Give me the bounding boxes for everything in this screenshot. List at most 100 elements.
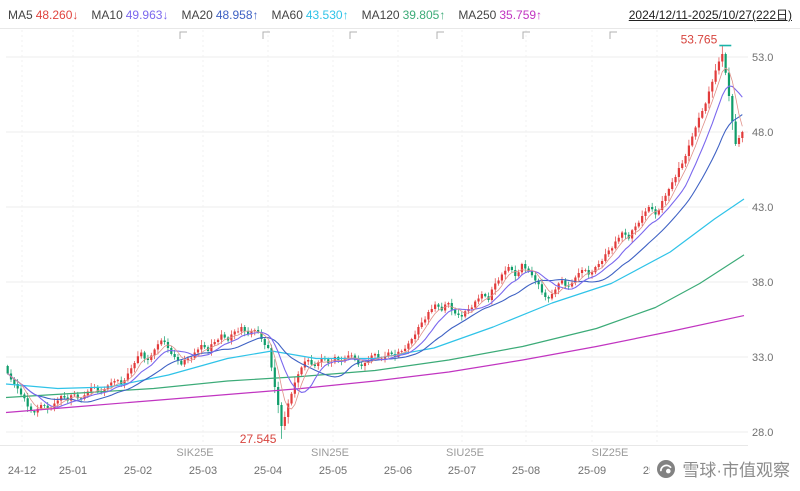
candle-body xyxy=(320,358,323,363)
candle-body xyxy=(534,275,537,281)
ma-legend-item: MA120 39.805↑ xyxy=(362,8,446,22)
candle-body xyxy=(464,311,467,317)
candle-body xyxy=(641,216,644,223)
candle-body xyxy=(90,387,93,392)
candle-body xyxy=(687,145,691,156)
ma-legend-label: MA5 xyxy=(8,8,33,22)
candle-body xyxy=(517,272,520,276)
candle-body xyxy=(677,168,680,177)
candle-body xyxy=(347,355,350,358)
candle-body xyxy=(360,364,363,366)
candle-body xyxy=(56,400,59,404)
candle-body xyxy=(600,261,604,264)
ma-legend-value: 49.963↓ xyxy=(125,8,169,22)
ma5-line xyxy=(7,67,743,410)
candle-body xyxy=(634,226,637,231)
candle-body xyxy=(664,195,667,201)
candle-body xyxy=(580,270,584,273)
candle-body xyxy=(26,398,29,407)
candle-body xyxy=(126,373,129,381)
candle-body xyxy=(570,282,574,287)
candle-body xyxy=(667,189,670,196)
ma-legend: MA5 48.260↓ MA10 49.963↓ MA20 48.958↑ MA60 43.5… xyxy=(8,5,555,25)
candle-body xyxy=(83,395,86,399)
candle-body xyxy=(450,303,453,310)
candle-body xyxy=(36,408,39,413)
candle-body xyxy=(390,352,393,354)
candle-body xyxy=(480,294,483,299)
candle-body xyxy=(39,405,43,409)
candle-body xyxy=(624,232,627,235)
candle-body xyxy=(213,342,216,345)
candle-body xyxy=(216,339,220,342)
y-axis-label: 48.0 xyxy=(752,127,773,139)
candle-body xyxy=(671,182,674,189)
candle-body xyxy=(514,270,517,276)
low-annotation: 27.545 xyxy=(240,432,277,446)
x-axis-label: 25-07 xyxy=(448,465,476,477)
candle-body xyxy=(417,327,420,335)
candle-body xyxy=(410,339,413,344)
candle-body xyxy=(647,207,650,212)
candle-body xyxy=(490,289,493,300)
date-range[interactable]: 2024/12/11-2025/10/27(222日) xyxy=(628,8,792,22)
candle-body xyxy=(434,304,437,309)
ma20-line xyxy=(7,114,743,403)
candle-body xyxy=(377,354,380,359)
candle-body xyxy=(160,340,163,345)
candle-body xyxy=(537,280,540,285)
ma250-line xyxy=(5,315,745,414)
contract-label: SIK25E xyxy=(176,447,213,459)
candle-body xyxy=(33,411,36,413)
candle-body xyxy=(474,301,477,308)
candle-body xyxy=(236,331,240,333)
candle-body xyxy=(540,284,544,293)
candle-body xyxy=(684,156,687,164)
candle-body xyxy=(280,405,283,426)
candle-body xyxy=(103,389,106,392)
annotations: 53.765 27.545 xyxy=(240,33,732,446)
x-axis-label: 25-04 xyxy=(254,465,282,477)
candle-body xyxy=(287,403,290,417)
candle-body xyxy=(477,298,480,302)
candle-body xyxy=(243,327,246,332)
candle-body xyxy=(260,332,263,339)
candle-body xyxy=(43,405,46,406)
candle-body xyxy=(367,360,370,363)
candle-body xyxy=(657,210,660,215)
candle-body xyxy=(113,381,116,383)
candle-body xyxy=(59,396,63,401)
candle-body xyxy=(413,334,417,339)
candle-body xyxy=(267,345,270,348)
candle-body xyxy=(327,359,330,363)
candle-body xyxy=(437,304,440,307)
candle-body xyxy=(387,352,390,357)
ma-legend-label: MA250 xyxy=(458,8,497,22)
candle-body xyxy=(123,380,126,384)
candle-body xyxy=(661,201,664,210)
roll-marker-icon xyxy=(522,31,530,39)
candle-body xyxy=(310,360,313,365)
candle-body xyxy=(203,345,206,348)
candle-body xyxy=(283,417,286,426)
candle-body xyxy=(220,334,223,340)
candle-body xyxy=(317,362,320,366)
ma-legend-label: MA60 xyxy=(271,8,303,22)
x-axis-label: 25-08 xyxy=(512,465,540,477)
candle-body xyxy=(454,309,457,314)
candle-body xyxy=(423,319,427,323)
ma-legend-label: MA10 xyxy=(91,8,123,22)
x-axis-label: 25-06 xyxy=(384,465,412,477)
candle-body xyxy=(350,355,353,357)
roll-marker-icon xyxy=(262,31,270,39)
candle-body xyxy=(707,91,711,104)
candle-body xyxy=(120,380,123,384)
ma-legend-item: MA250 35.759↑ xyxy=(458,8,542,22)
candle-body xyxy=(564,280,567,286)
candle-body xyxy=(273,367,276,387)
ma-legend-label: MA20 xyxy=(181,8,213,22)
roll-marker-icon xyxy=(179,31,187,39)
candle-body xyxy=(704,103,707,111)
y-axis-label: 38.0 xyxy=(752,277,773,289)
